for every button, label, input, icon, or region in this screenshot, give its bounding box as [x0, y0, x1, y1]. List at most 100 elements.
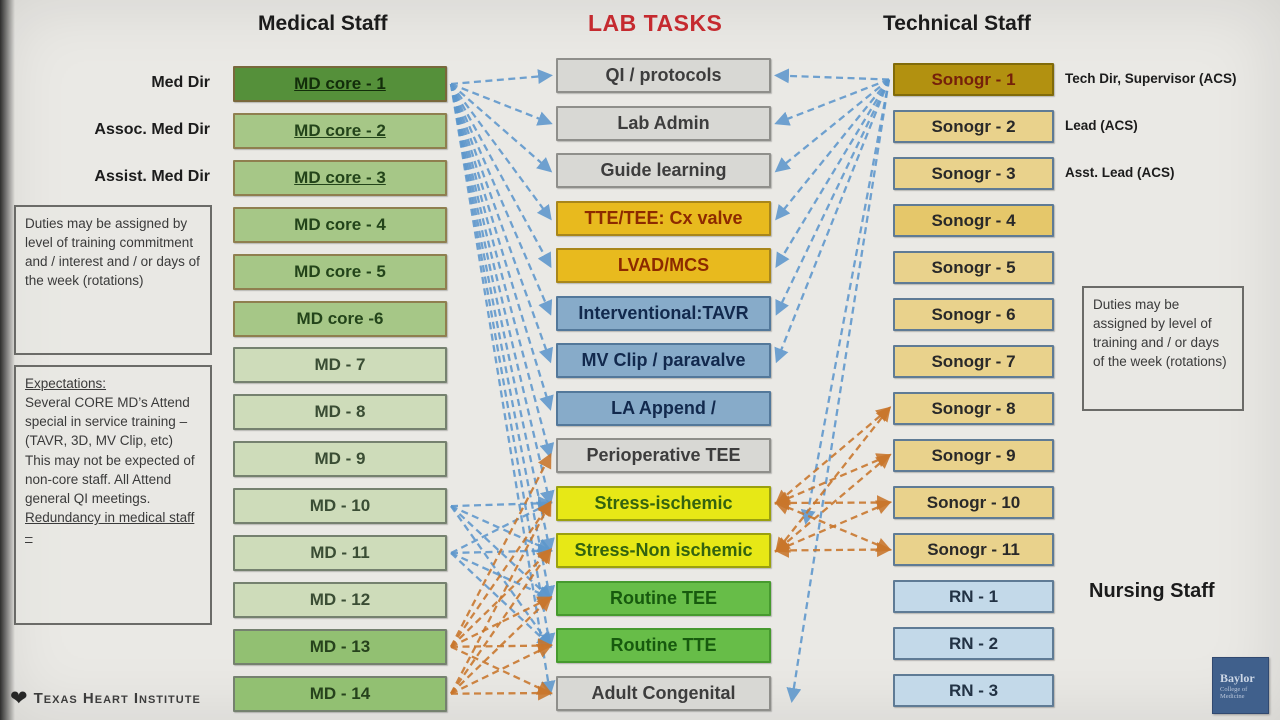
expectations-segment-1: Several CORE MD’s Attend special in serv… [25, 395, 195, 506]
left-role-label-1: Assoc. Med Dir [94, 120, 210, 138]
right-role-label-1: Lead (ACS) [1065, 117, 1138, 133]
technical-node-12: RN - 2 [893, 627, 1054, 660]
tasks-node-13: Adult Congenital [556, 675, 771, 711]
md13-mesh-to-task-12 [450, 638, 553, 654]
md14-mesh-to-task-11 [450, 595, 553, 695]
md13-mesh-to-task-10 [450, 548, 553, 648]
medical-node-3: MD core - 4 [233, 206, 447, 243]
sonogr1-fan-long-1 [786, 79, 891, 703]
technical-node-3: Sonogr - 4 [893, 204, 1054, 237]
right-role-label-0: Tech Dir, Supervisor (ACS) [1065, 70, 1237, 86]
sonogr1-fan-long-0 [800, 79, 891, 525]
technical-staff-header: Technical Staff [883, 12, 1031, 35]
tasks-node-3: TTE/TEE: Cx valve [556, 200, 771, 236]
nursing-staff-header: Nursing Staff [1089, 580, 1215, 602]
technical-node-8: Sonogr - 9 [893, 439, 1054, 472]
expectations-segment-0: Expectations: [25, 376, 107, 391]
md11-mesh-to-task-10 [450, 543, 553, 559]
technical-node-2: Sonogr - 3 [893, 157, 1054, 190]
md-core1-fan-to-task-6 [449, 83, 554, 364]
md13-mesh-to-task-9 [450, 500, 552, 648]
tasks-node-2: Guide learning [556, 153, 771, 188]
md14-mesh-to-task-13 [450, 685, 553, 701]
medical-node-8: MD - 9 [233, 441, 447, 478]
video-edge-shadow [0, 0, 15, 720]
medical-node-4: MD core - 5 [233, 253, 447, 290]
medical-node-13: MD - 14 [233, 675, 447, 712]
baylor-logo-line2: College of [1220, 686, 1248, 693]
md10-mesh-to-task-12 [450, 505, 552, 648]
sonogr1-fan-to-task-3 [775, 78, 890, 221]
tasks-node-4: LVAD/MCS [556, 248, 771, 283]
md13-mesh-to-task-8 [449, 452, 552, 648]
md-core1-fan-to-task-10 [449, 83, 555, 554]
technical-node-0: Sonogr - 1 [893, 63, 1054, 96]
sonogr9-stress-to-task-10 [774, 453, 892, 553]
technical-node-1: Sonogr - 2 [893, 110, 1054, 143]
sonogr11-stress-to-task-10 [774, 542, 892, 558]
md-core1-fan-to-task-5 [449, 83, 553, 316]
technical-node-7: Sonogr - 8 [893, 392, 1054, 425]
baylor-logo-line3: Medicine [1220, 693, 1245, 700]
sonogr1-fan-to-task-0 [774, 68, 890, 84]
expectations-note: Expectations: Several CORE MD’s Attend sp… [14, 365, 212, 625]
md10-mesh-to-task-9 [450, 495, 553, 511]
md13-mesh-to-task-13 [450, 645, 553, 695]
right-duties-note: Duties may be assigned by level of train… [1082, 286, 1244, 411]
texas-heart-institute-text: Texas Heart Institute [33, 690, 201, 707]
tasks-node-11: Routine TEE [556, 580, 771, 616]
md-core1-fan-to-task-12 [449, 83, 556, 649]
tasks-node-5: Interventional:TAVR [556, 295, 771, 331]
sonogr1-fan-to-task-1 [774, 78, 890, 126]
tasks-node-10: Stress-Non ischemic [556, 533, 771, 568]
baylor-college-logo: Baylor College of Medicine [1212, 657, 1269, 714]
sonogr1-fan-to-task-2 [774, 78, 890, 173]
technical-node-13: RN - 3 [893, 674, 1054, 707]
left-role-label-0: Med Dir [151, 74, 210, 91]
texas-heart-institute-logo: ❤ Texas Heart Institute [10, 688, 201, 709]
tasks-node-1: Lab Admin [556, 105, 771, 141]
sonogr10-stress-to-task-10 [774, 500, 892, 553]
md10-mesh-to-task-11 [450, 505, 553, 601]
sonogr11-stress-to-task-9 [774, 500, 892, 552]
medical-node-9: MD - 10 [233, 488, 447, 525]
sonogr10-stress-to-task-9 [774, 495, 892, 511]
tasks-node-12: Routine TTE [556, 628, 771, 663]
medical-node-5: MD core -6 [233, 300, 447, 337]
medical-node-6: MD - 7 [233, 347, 447, 384]
technical-node-11: RN - 1 [893, 580, 1054, 613]
medical-node-2: MD core - 3 [233, 159, 447, 196]
md-core1-fan-to-task-7 [449, 83, 554, 411]
md-core1-fan-to-task-3 [450, 83, 552, 221]
md10-mesh-to-task-10 [450, 505, 553, 553]
technical-node-6: Sonogr - 7 [893, 345, 1054, 378]
left-duties-note: Duties may be assigned by level of train… [14, 205, 212, 355]
md-core1-fan-to-task-4 [449, 83, 552, 269]
sonogr8-stress-to-task-10 [775, 406, 891, 553]
technical-node-4: Sonogr - 5 [893, 251, 1054, 284]
tasks-node-9: Stress-ischemic [556, 485, 771, 521]
md-core1-fan-to-task-2 [450, 83, 553, 173]
expectations-segment-2: Redundancy in medical staff – [25, 510, 195, 545]
md-core1-fan-to-task-0 [450, 69, 553, 86]
sonogr9-stress-to-task-9 [774, 453, 892, 506]
tasks-node-8: Perioperative TEE [556, 438, 771, 473]
technical-node-10: Sonogr - 11 [893, 533, 1054, 566]
md-core1-fan-to-task-1 [450, 82, 553, 126]
sonogr8-stress-to-task-9 [774, 406, 892, 505]
sonogr1-fan-to-task-6 [774, 79, 891, 364]
md14-mesh-to-task-12 [450, 644, 553, 695]
left-role-label-2: Assist. Med Dir [94, 167, 210, 185]
md-core1-fan-to-task-13 [449, 83, 556, 696]
medical-node-1: MD core - 2 [233, 112, 447, 149]
baylor-logo-line1: Baylor [1220, 671, 1255, 685]
tasks-node-6: MV Clip / paravalve [556, 343, 771, 378]
medical-node-7: MD - 8 [233, 394, 447, 431]
sonogr1-fan-to-task-5 [775, 79, 891, 316]
tasks-node-7: LA Append / [556, 390, 771, 426]
md-core1-fan-to-task-11 [449, 83, 556, 601]
md11-mesh-to-task-9 [450, 501, 553, 555]
technical-node-9: Sonogr - 10 [893, 486, 1054, 519]
medical-node-0: MD core - 1 [233, 66, 447, 102]
